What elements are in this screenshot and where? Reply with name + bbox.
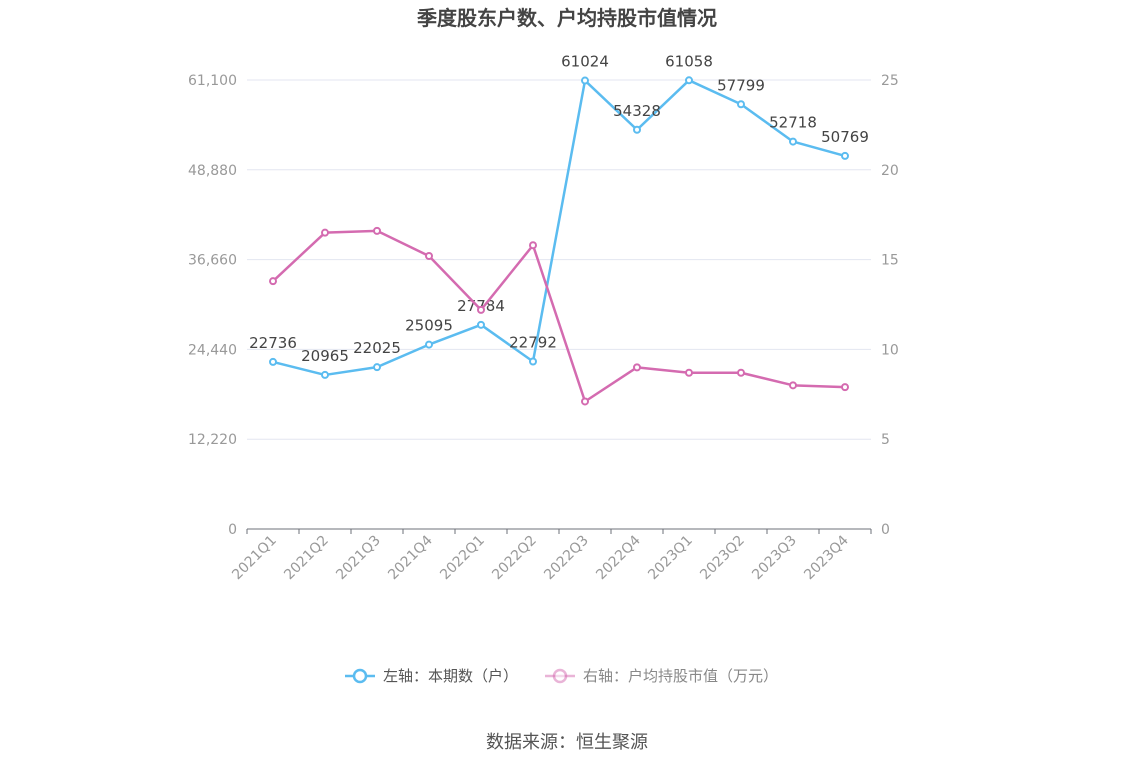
y-right-tick-label: 10: [881, 342, 899, 358]
y-left-tick-label: 61,100: [188, 73, 237, 89]
data-point: [789, 137, 797, 146]
x-tick-label: 2022Q3: [541, 533, 592, 584]
y-axis-left: 0 12,220 24,440 36,660 48,880 61,100: [188, 73, 237, 538]
legend-label: 右轴：户均持股市值（万元）: [583, 667, 778, 685]
data-point: [321, 228, 329, 237]
x-tick-label: 2023Q1: [645, 533, 696, 584]
data-label: 25095: [405, 317, 453, 335]
data-point: [841, 383, 849, 392]
y-right-tick-label: 0: [881, 522, 890, 538]
x-tick-label: 2023Q4: [801, 532, 852, 583]
legend: 左轴：本期数（户） 右轴：户均持股市值（万元）: [345, 667, 778, 685]
x-tick-label: 2022Q1: [437, 533, 488, 584]
y-left-tick-label: 0: [228, 522, 237, 538]
x-tick-label: 2023Q2: [697, 533, 748, 584]
x-tick-label: 2021Q1: [229, 533, 280, 584]
data-point: [685, 368, 693, 377]
data-point: [581, 397, 589, 406]
data-point: [841, 151, 849, 160]
data-label: 27784: [457, 297, 505, 315]
data-point: [269, 357, 277, 366]
x-tick-label: 2023Q3: [749, 533, 800, 584]
x-tick-label: 2021Q3: [333, 533, 384, 584]
y-left-tick-label: 12,220: [188, 432, 237, 448]
y-right-tick-label: 5: [881, 432, 890, 448]
y-right-tick-label: 15: [881, 253, 899, 269]
data-label: 20965: [301, 347, 349, 365]
data-label: 61058: [665, 52, 713, 70]
data-point: [373, 363, 381, 372]
data-point: [737, 368, 745, 377]
series-line-holders: [272, 79, 846, 377]
y-right-tick-label: 25: [881, 73, 899, 89]
data-label: 54328: [613, 102, 661, 120]
data-point: [373, 226, 381, 235]
series-line-avg-value: [272, 229, 846, 403]
data-point: [529, 357, 537, 366]
data-point: [633, 363, 641, 372]
data-point: [737, 100, 745, 109]
data-label: 61024: [561, 53, 609, 71]
data-label: 57799: [717, 76, 765, 94]
y-left-tick-label: 36,660: [188, 253, 237, 269]
data-point: [321, 370, 329, 379]
y-left-tick-label: 48,880: [188, 163, 237, 179]
grid-lines: [247, 79, 871, 440]
x-tick-label: 2022Q2: [489, 533, 540, 584]
data-point: [633, 125, 641, 134]
data-point: [269, 277, 277, 286]
legend-label: 左轴：本期数（户）: [383, 667, 518, 685]
source-note: 数据来源：恒生聚源: [486, 732, 648, 753]
data-point: [789, 381, 797, 390]
data-point: [425, 340, 433, 349]
x-tick-label: 2021Q4: [385, 532, 436, 583]
legend-swatch-marker: [352, 668, 368, 684]
data-label: 22736: [249, 334, 297, 352]
data-label: 22792: [509, 334, 557, 352]
data-point: [425, 252, 433, 261]
data-label: 22025: [353, 339, 401, 357]
y-left-tick-label: 24,440: [188, 342, 237, 358]
data-label: 50769: [821, 128, 869, 146]
data-point: [477, 305, 485, 314]
y-right-tick-label: 20: [881, 163, 899, 179]
x-tick-label: 2021Q2: [281, 533, 332, 584]
legend-swatch-marker: [552, 668, 568, 684]
data-label: 52718: [769, 114, 817, 132]
x-axis: 2021Q1 2021Q2 2021Q3 2021Q4 2022Q1 2022Q2 2022…: [229, 528, 872, 584]
data-point: [529, 241, 537, 250]
x-tick-label: 2022Q4: [593, 532, 644, 583]
chart-title: 季度股东户数、户均持股市值情况: [416, 6, 717, 30]
data-point: [581, 76, 589, 85]
data-point: [477, 320, 485, 329]
data-point: [685, 76, 693, 85]
y-axis-right: 0 5 10 15 20 25: [881, 73, 899, 538]
